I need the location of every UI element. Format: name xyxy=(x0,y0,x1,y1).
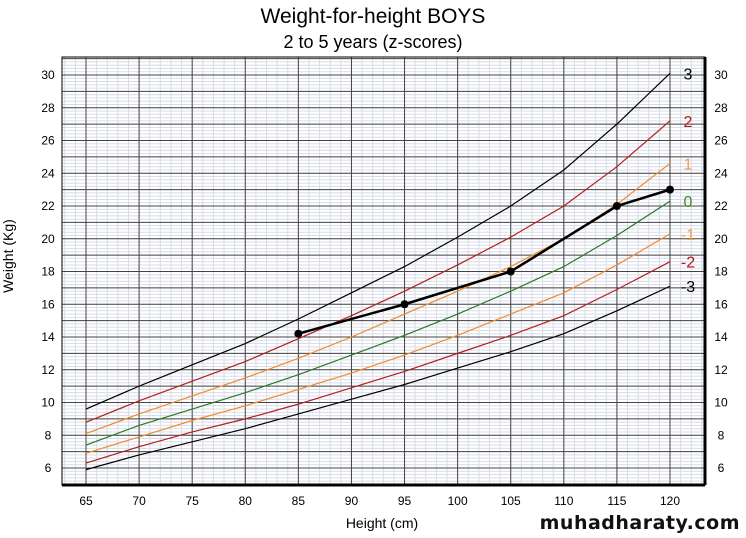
zscore-line-2 xyxy=(85,120,671,423)
y-tick-label-right: 10 xyxy=(714,396,728,410)
x-tick-label: 65 xyxy=(79,494,93,508)
zscore-label-1: 1 xyxy=(684,156,693,173)
y-tick-label-left: 18 xyxy=(41,265,55,279)
zscore-label--3: -3 xyxy=(681,279,695,296)
y-tick-label-right: 14 xyxy=(714,330,728,344)
y-tick-label-right: 30 xyxy=(714,68,728,82)
x-tick-label: 105 xyxy=(501,494,521,508)
x-tick-label: 95 xyxy=(398,494,412,508)
y-tick-label-left: 16 xyxy=(41,297,55,311)
y-tick-label-left: 22 xyxy=(41,199,55,213)
x-tick-label: 120 xyxy=(660,494,680,508)
y-tick-label-right: 26 xyxy=(714,134,728,148)
x-tick-label: 100 xyxy=(448,494,468,508)
patient-point xyxy=(612,202,621,210)
y-tick-label-right: 24 xyxy=(714,166,728,180)
zscore-line--2 xyxy=(85,261,671,464)
y-tick-label-right: 16 xyxy=(714,297,728,311)
y-tick-label-left: 10 xyxy=(41,396,55,410)
y-tick-label-left: 14 xyxy=(41,330,55,344)
y-axis-label: Weight (Kg) xyxy=(0,219,16,293)
x-tick-label: 115 xyxy=(607,494,626,508)
zscore-line-3 xyxy=(85,72,671,410)
y-tick-label-right: 18 xyxy=(714,265,728,279)
x-tick-label: 70 xyxy=(132,494,146,508)
y-tick-label-left: 28 xyxy=(41,101,55,115)
zscore-line--1 xyxy=(85,233,671,454)
patient-point xyxy=(400,300,409,309)
chart-title: Weight-for-height BOYS xyxy=(260,5,486,28)
y-tick-label-left: 26 xyxy=(41,134,55,148)
y-tick-label-left: 20 xyxy=(41,232,55,246)
zscore-label--1: -1 xyxy=(681,227,695,244)
zscore-line--3 xyxy=(85,285,671,471)
zscore-line-0 xyxy=(85,200,671,446)
y-tick-label-left: 30 xyxy=(41,68,55,82)
patient-point xyxy=(506,267,515,276)
y-tick-label-right: 22 xyxy=(714,199,728,213)
y-tick-label-right: 12 xyxy=(714,363,728,377)
x-tick-label: 75 xyxy=(186,494,200,508)
x-axis-label: Height (cm) xyxy=(345,515,419,531)
x-tick-label: 85 xyxy=(292,494,306,508)
patient-point xyxy=(666,185,674,194)
patient-point xyxy=(294,329,303,338)
x-tick-label: 90 xyxy=(345,494,359,508)
y-tick-label-right: 8 xyxy=(718,428,725,442)
zscore-label-0: 0 xyxy=(684,194,693,211)
y-tick-label-left: 6 xyxy=(45,461,52,475)
x-tick-label: 80 xyxy=(239,494,253,508)
chart-subtitle: 2 to 5 years (z-scores) xyxy=(283,32,463,52)
y-tick-label-right: 28 xyxy=(714,101,728,115)
y-tick-label-left: 24 xyxy=(41,166,55,180)
watermark: muhadharaty.com xyxy=(539,512,740,534)
zscore-label-2: 2 xyxy=(684,114,693,131)
y-tick-label-left: 8 xyxy=(45,428,52,442)
zscore-label--2: -2 xyxy=(681,255,695,272)
x-tick-label: 110 xyxy=(554,494,573,508)
y-tick-label-right: 20 xyxy=(714,232,728,246)
y-tick-label-left: 12 xyxy=(41,363,55,377)
y-tick-label-right: 6 xyxy=(718,461,725,475)
zscore-label-3: 3 xyxy=(684,66,693,83)
